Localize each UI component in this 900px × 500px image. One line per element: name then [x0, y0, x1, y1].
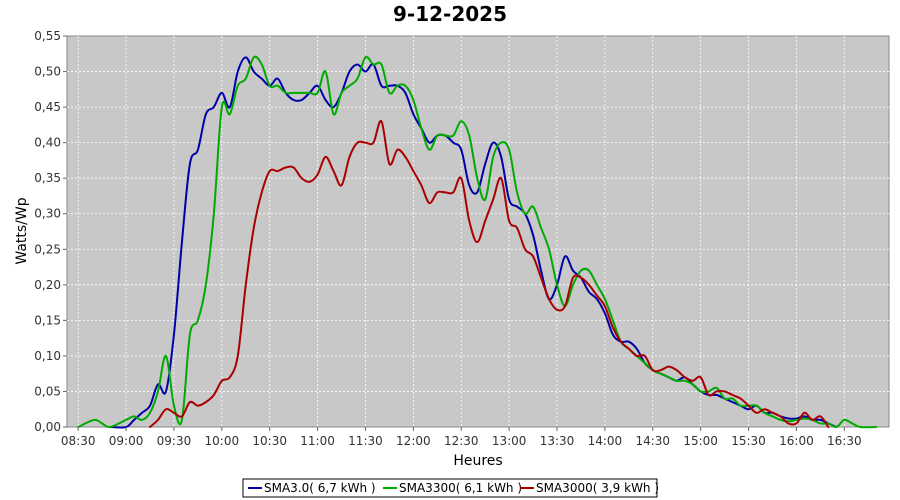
grid-lines: [67, 36, 889, 427]
x-axis-label: Heures: [453, 453, 502, 469]
x-tick-label: 15:30: [731, 434, 766, 448]
x-tick-label: 15:00: [683, 434, 718, 448]
x-tick-label: 11:30: [348, 434, 383, 448]
x-tick-label: 14:30: [635, 434, 670, 448]
y-tick-label: 0,35: [34, 171, 61, 185]
x-tick-label: 13:00: [492, 434, 527, 448]
y-tick-label: 0,05: [34, 384, 61, 398]
y-tick-label: 0,00: [34, 420, 61, 434]
x-tick-label: 10:30: [252, 434, 287, 448]
x-tick-label: 12:30: [444, 434, 479, 448]
x-tick-label: 12:00: [396, 434, 431, 448]
x-tick-label: 08:30: [61, 434, 96, 448]
legend: SMA3.0( 6,7 kWh ) SMA3300( 6,1 kWh ) SMA30…: [242, 478, 659, 498]
x-tick-label: 09:30: [157, 434, 192, 448]
x-tick-label: 16:30: [827, 434, 862, 448]
y-tick-label: 0,15: [34, 313, 61, 327]
legend-entry-1: SMA3300( 6,1 kWh ): [399, 481, 522, 495]
x-tick-label: 11:00: [300, 434, 335, 448]
series-line-0: [109, 56, 838, 429]
x-tick-label: 09:00: [109, 434, 144, 448]
y-tick-label: 0,40: [34, 136, 61, 150]
y-tick-label: 0,30: [34, 207, 61, 221]
x-tick-label: 13:30: [540, 434, 575, 448]
y-tick-label: 0,10: [34, 349, 61, 363]
series-line-1: [77, 55, 878, 429]
x-tick-label: 14:00: [588, 434, 623, 448]
y-tick-label: 0,25: [34, 242, 61, 256]
series-line-2: [149, 120, 830, 428]
legend-entry-2: SMA3000( 3,9 kWh ): [536, 481, 659, 495]
chart-title: 9-12-2025: [393, 2, 507, 26]
series-lines: [77, 55, 878, 429]
plot-area: [66, 35, 890, 428]
y-tick-label: 0,45: [34, 100, 61, 114]
x-axis-ticks: 08:30 09:00 09:30 10:00 10:30 11:00 11:30 12:00…: [61, 427, 862, 448]
y-axis-ticks: 0,00 0,05 0,10 0,15 0,20 0,25 0,30 0,35 0,40 0,45…: [34, 29, 67, 434]
y-tick-label: 0,50: [34, 65, 61, 79]
x-tick-label: 10:00: [205, 434, 240, 448]
legend-box: [242, 478, 658, 498]
y-tick-label: 0,55: [34, 29, 61, 43]
y-tick-label: 0,20: [34, 278, 61, 292]
x-tick-label: 16:00: [779, 434, 814, 448]
y-axis-label: Watts/Wp: [14, 197, 30, 264]
legend-entry-0: SMA3.0( 6,7 kWh ): [264, 481, 376, 495]
